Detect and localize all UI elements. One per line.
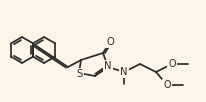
Text: N: N <box>120 67 127 77</box>
Text: O: O <box>106 37 113 47</box>
Text: O: O <box>167 59 175 69</box>
Text: S: S <box>76 69 83 79</box>
Text: N: N <box>104 61 111 71</box>
Text: O: O <box>163 80 170 90</box>
